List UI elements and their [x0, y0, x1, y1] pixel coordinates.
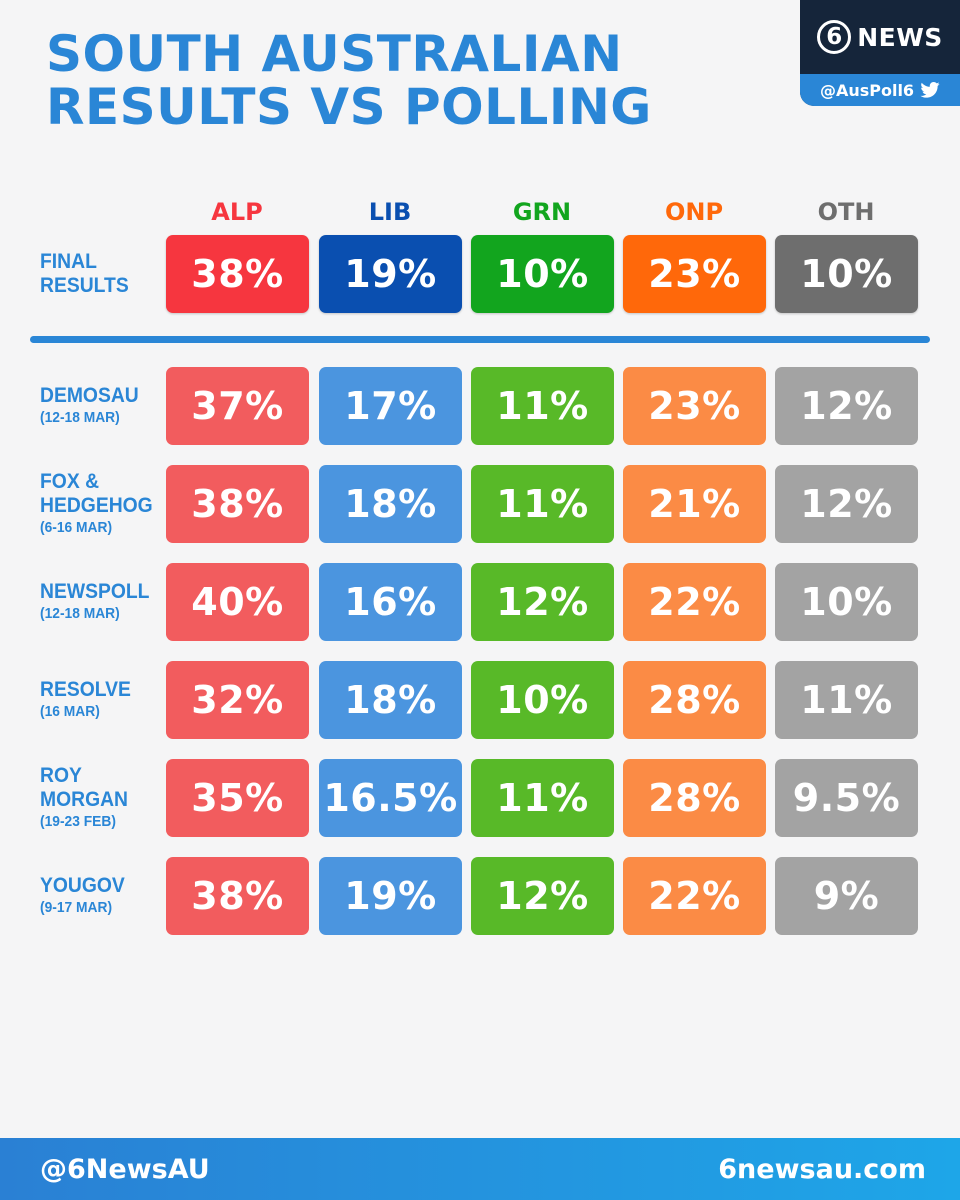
poll-dates: (6-16 MAR) — [40, 519, 113, 536]
poll-value-alp: 38% — [166, 857, 309, 935]
poll-value-grn: 10% — [471, 661, 614, 739]
poll-value-grn: 12% — [471, 563, 614, 641]
logo-text: NEWS — [857, 22, 943, 52]
poll-value-lib: 17% — [319, 367, 462, 445]
title-line-2: RESULTS VS POLLING — [46, 78, 652, 136]
poll-value-oth: 9% — [775, 857, 918, 935]
footer-website[interactable]: 6newsau.com — [718, 1153, 926, 1185]
poll-label-2: NEWSPOLL (12-18 MAR) — [40, 580, 149, 624]
twitter-handle[interactable]: @AusPoll6 — [800, 74, 960, 106]
final-result-alp: 38% — [166, 235, 309, 313]
poll-label-0: DEMOSAU (12-18 MAR) — [40, 384, 139, 428]
column-header-alp: ALP — [211, 198, 263, 226]
poll-value-onp: 22% — [623, 857, 766, 935]
pollster-name-line: FOX & — [40, 470, 100, 493]
poll-dates: (12-18 MAR) — [40, 409, 120, 426]
brand-badge: 6 NEWS @AusPoll6 — [800, 0, 960, 106]
poll-value-alp: 38% — [166, 465, 309, 543]
poll-value-onp: 22% — [623, 563, 766, 641]
pollster-name-line: MORGAN — [40, 788, 129, 811]
pollster-name-line: HEDGEHOG — [40, 494, 153, 517]
poll-value-alp: 35% — [166, 759, 309, 837]
poll-value-lib: 19% — [319, 857, 462, 935]
section-divider — [30, 336, 930, 343]
final-result-oth: 10% — [775, 235, 918, 313]
column-header-oth: OTH — [817, 198, 875, 226]
poll-dates: (9-17 MAR) — [40, 899, 113, 916]
poll-label-3: RESOLVE (16 MAR) — [40, 678, 131, 722]
final-label-line-1: FINAL — [40, 250, 97, 273]
poll-dates: (16 MAR) — [40, 703, 100, 720]
pollster-name-line: NEWSPOLL — [40, 580, 150, 603]
column-header-onp: ONP — [664, 198, 724, 226]
final-label-line-2: RESULTS — [40, 274, 129, 297]
final-result-grn: 10% — [471, 235, 614, 313]
poll-value-lib: 16% — [319, 563, 462, 641]
poll-label-4: ROY MORGAN (19-23 FEB) — [40, 764, 128, 832]
poll-value-onp: 21% — [623, 465, 766, 543]
poll-value-onp: 28% — [623, 661, 766, 739]
column-header-grn: GRN — [512, 198, 572, 226]
poll-dates: (19-23 FEB) — [40, 813, 116, 830]
poll-dates: (12-18 MAR) — [40, 605, 120, 622]
logo-number: 6 — [817, 20, 852, 54]
column-header-lib: LIB — [368, 198, 412, 226]
poll-value-alp: 37% — [166, 367, 309, 445]
poll-value-oth: 10% — [775, 563, 918, 641]
twitter-bird-icon — [920, 82, 940, 98]
brand-logo: 6 NEWS — [800, 0, 960, 74]
poll-value-lib: 16.5% — [319, 759, 462, 837]
poll-value-alp: 32% — [166, 661, 309, 739]
poll-value-oth: 11% — [775, 661, 918, 739]
final-results-label: FINAL RESULTS — [40, 250, 129, 298]
footer-bar: @6NewsAU 6newsau.com — [0, 1138, 960, 1200]
poll-value-grn: 11% — [471, 759, 614, 837]
poll-value-grn: 11% — [471, 367, 614, 445]
pollster-name-line: DEMOSAU — [40, 384, 139, 407]
poll-value-lib: 18% — [319, 465, 462, 543]
poll-value-grn: 12% — [471, 857, 614, 935]
pollster-name-line: RESOLVE — [40, 678, 131, 701]
poll-value-oth: 12% — [775, 367, 918, 445]
final-result-onp: 23% — [623, 235, 766, 313]
poll-value-lib: 18% — [319, 661, 462, 739]
footer-handle[interactable]: @6NewsAU — [40, 1153, 210, 1185]
pollster-name-line: ROY — [40, 764, 82, 787]
poll-label-5: YOUGOV (9-17 MAR) — [40, 874, 125, 918]
page-title: SOUTH AUSTRALIAN RESULTS VS POLLING — [46, 28, 652, 134]
poll-value-grn: 11% — [471, 465, 614, 543]
poll-value-alp: 40% — [166, 563, 309, 641]
final-result-lib: 19% — [319, 235, 462, 313]
poll-value-onp: 28% — [623, 759, 766, 837]
pollster-name-line: YOUGOV — [40, 874, 125, 897]
poll-value-oth: 9.5% — [775, 759, 918, 837]
title-line-1: SOUTH AUSTRALIAN — [46, 25, 623, 83]
handle-text: @AusPoll6 — [819, 80, 915, 100]
poll-value-oth: 12% — [775, 465, 918, 543]
poll-value-onp: 23% — [623, 367, 766, 445]
poll-label-1: FOX & HEDGEHOG (6-16 MAR) — [40, 470, 153, 538]
